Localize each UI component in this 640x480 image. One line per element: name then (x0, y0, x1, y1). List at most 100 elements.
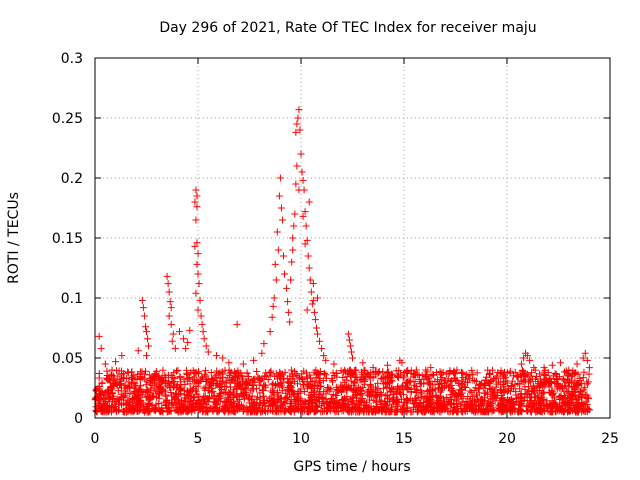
data-point (366, 382, 374, 390)
data-point (299, 212, 307, 220)
data-point (208, 388, 216, 396)
data-point (508, 377, 516, 385)
data-point (454, 407, 462, 415)
data-point (305, 381, 313, 389)
data-point (522, 407, 530, 415)
data-point (439, 368, 447, 376)
data-point (96, 390, 104, 398)
data-point (322, 371, 330, 379)
data-point (164, 407, 172, 415)
data-point (340, 378, 348, 386)
data-point (353, 373, 361, 381)
data-point (530, 405, 538, 413)
data-point (384, 361, 392, 369)
data-point (233, 320, 241, 328)
chart-title: Day 296 of 2021, Rate Of TEC Index for r… (159, 20, 536, 36)
data-point (223, 394, 231, 402)
data-point (248, 392, 256, 400)
data-point (312, 381, 320, 389)
data-point (171, 344, 179, 352)
data-point (152, 387, 160, 395)
data-point (124, 368, 132, 376)
data-point (466, 387, 474, 395)
data-point (139, 388, 147, 396)
data-point (373, 392, 381, 400)
data-point (297, 150, 305, 158)
data-point (424, 401, 432, 409)
data-point (192, 216, 200, 224)
data-point (191, 198, 199, 206)
data-point (390, 393, 398, 401)
data-point (289, 234, 297, 242)
data-point (103, 367, 111, 375)
data-point (176, 373, 184, 381)
data-point (314, 369, 322, 377)
data-point (345, 336, 353, 344)
data-point (290, 222, 298, 230)
data-point (377, 374, 385, 382)
data-point (481, 389, 489, 397)
data-point (540, 364, 548, 372)
data-point (122, 400, 130, 408)
data-point (167, 304, 175, 312)
data-point (434, 384, 442, 392)
data-point (174, 395, 182, 403)
data-point (151, 407, 159, 415)
data-point (219, 354, 227, 362)
data-point (584, 395, 592, 403)
data-point (419, 408, 427, 416)
data-point (192, 186, 200, 194)
data-point (568, 399, 576, 407)
data-point (222, 383, 230, 391)
data-point (306, 276, 314, 284)
data-point (194, 250, 202, 258)
data-point (395, 366, 403, 374)
x-tick-label: 5 (194, 431, 203, 447)
data-point (496, 386, 504, 394)
data-point (106, 372, 114, 380)
data-point (315, 390, 323, 398)
data-point (172, 383, 180, 391)
data-point (516, 407, 524, 415)
y-tick-label: 0.2 (61, 171, 83, 187)
data-point (566, 407, 574, 415)
data-point (303, 306, 311, 314)
data-point (497, 378, 505, 386)
data-point (187, 403, 195, 411)
data-point (166, 298, 174, 306)
data-point (368, 407, 376, 415)
data-point (438, 374, 446, 382)
data-point (245, 372, 253, 380)
data-point (184, 374, 192, 382)
y-tick-label: 0.25 (52, 111, 83, 127)
data-point (554, 382, 562, 390)
data-point (384, 395, 392, 403)
data-point (294, 406, 302, 414)
data-point (527, 393, 535, 401)
data-point (99, 404, 107, 412)
data-point (430, 371, 438, 379)
data-point (345, 369, 353, 377)
data-point (163, 396, 171, 404)
data-point (239, 389, 247, 397)
data-point (308, 300, 316, 308)
data-point (212, 381, 220, 389)
data-point (202, 342, 210, 350)
y-tick-label: 0.3 (61, 51, 83, 67)
data-point (225, 359, 233, 367)
data-point (403, 403, 411, 411)
data-point (477, 380, 485, 388)
data-point (181, 396, 189, 404)
data-point (268, 313, 276, 321)
data-point (421, 373, 429, 381)
data-point (245, 393, 253, 401)
data-point (528, 388, 536, 396)
data-point (326, 398, 334, 406)
data-point (309, 280, 317, 288)
data-point (466, 397, 474, 405)
data-point (294, 380, 302, 388)
data-point (481, 408, 489, 416)
data-point (493, 374, 501, 382)
data-point (486, 370, 494, 378)
data-point (356, 406, 364, 414)
